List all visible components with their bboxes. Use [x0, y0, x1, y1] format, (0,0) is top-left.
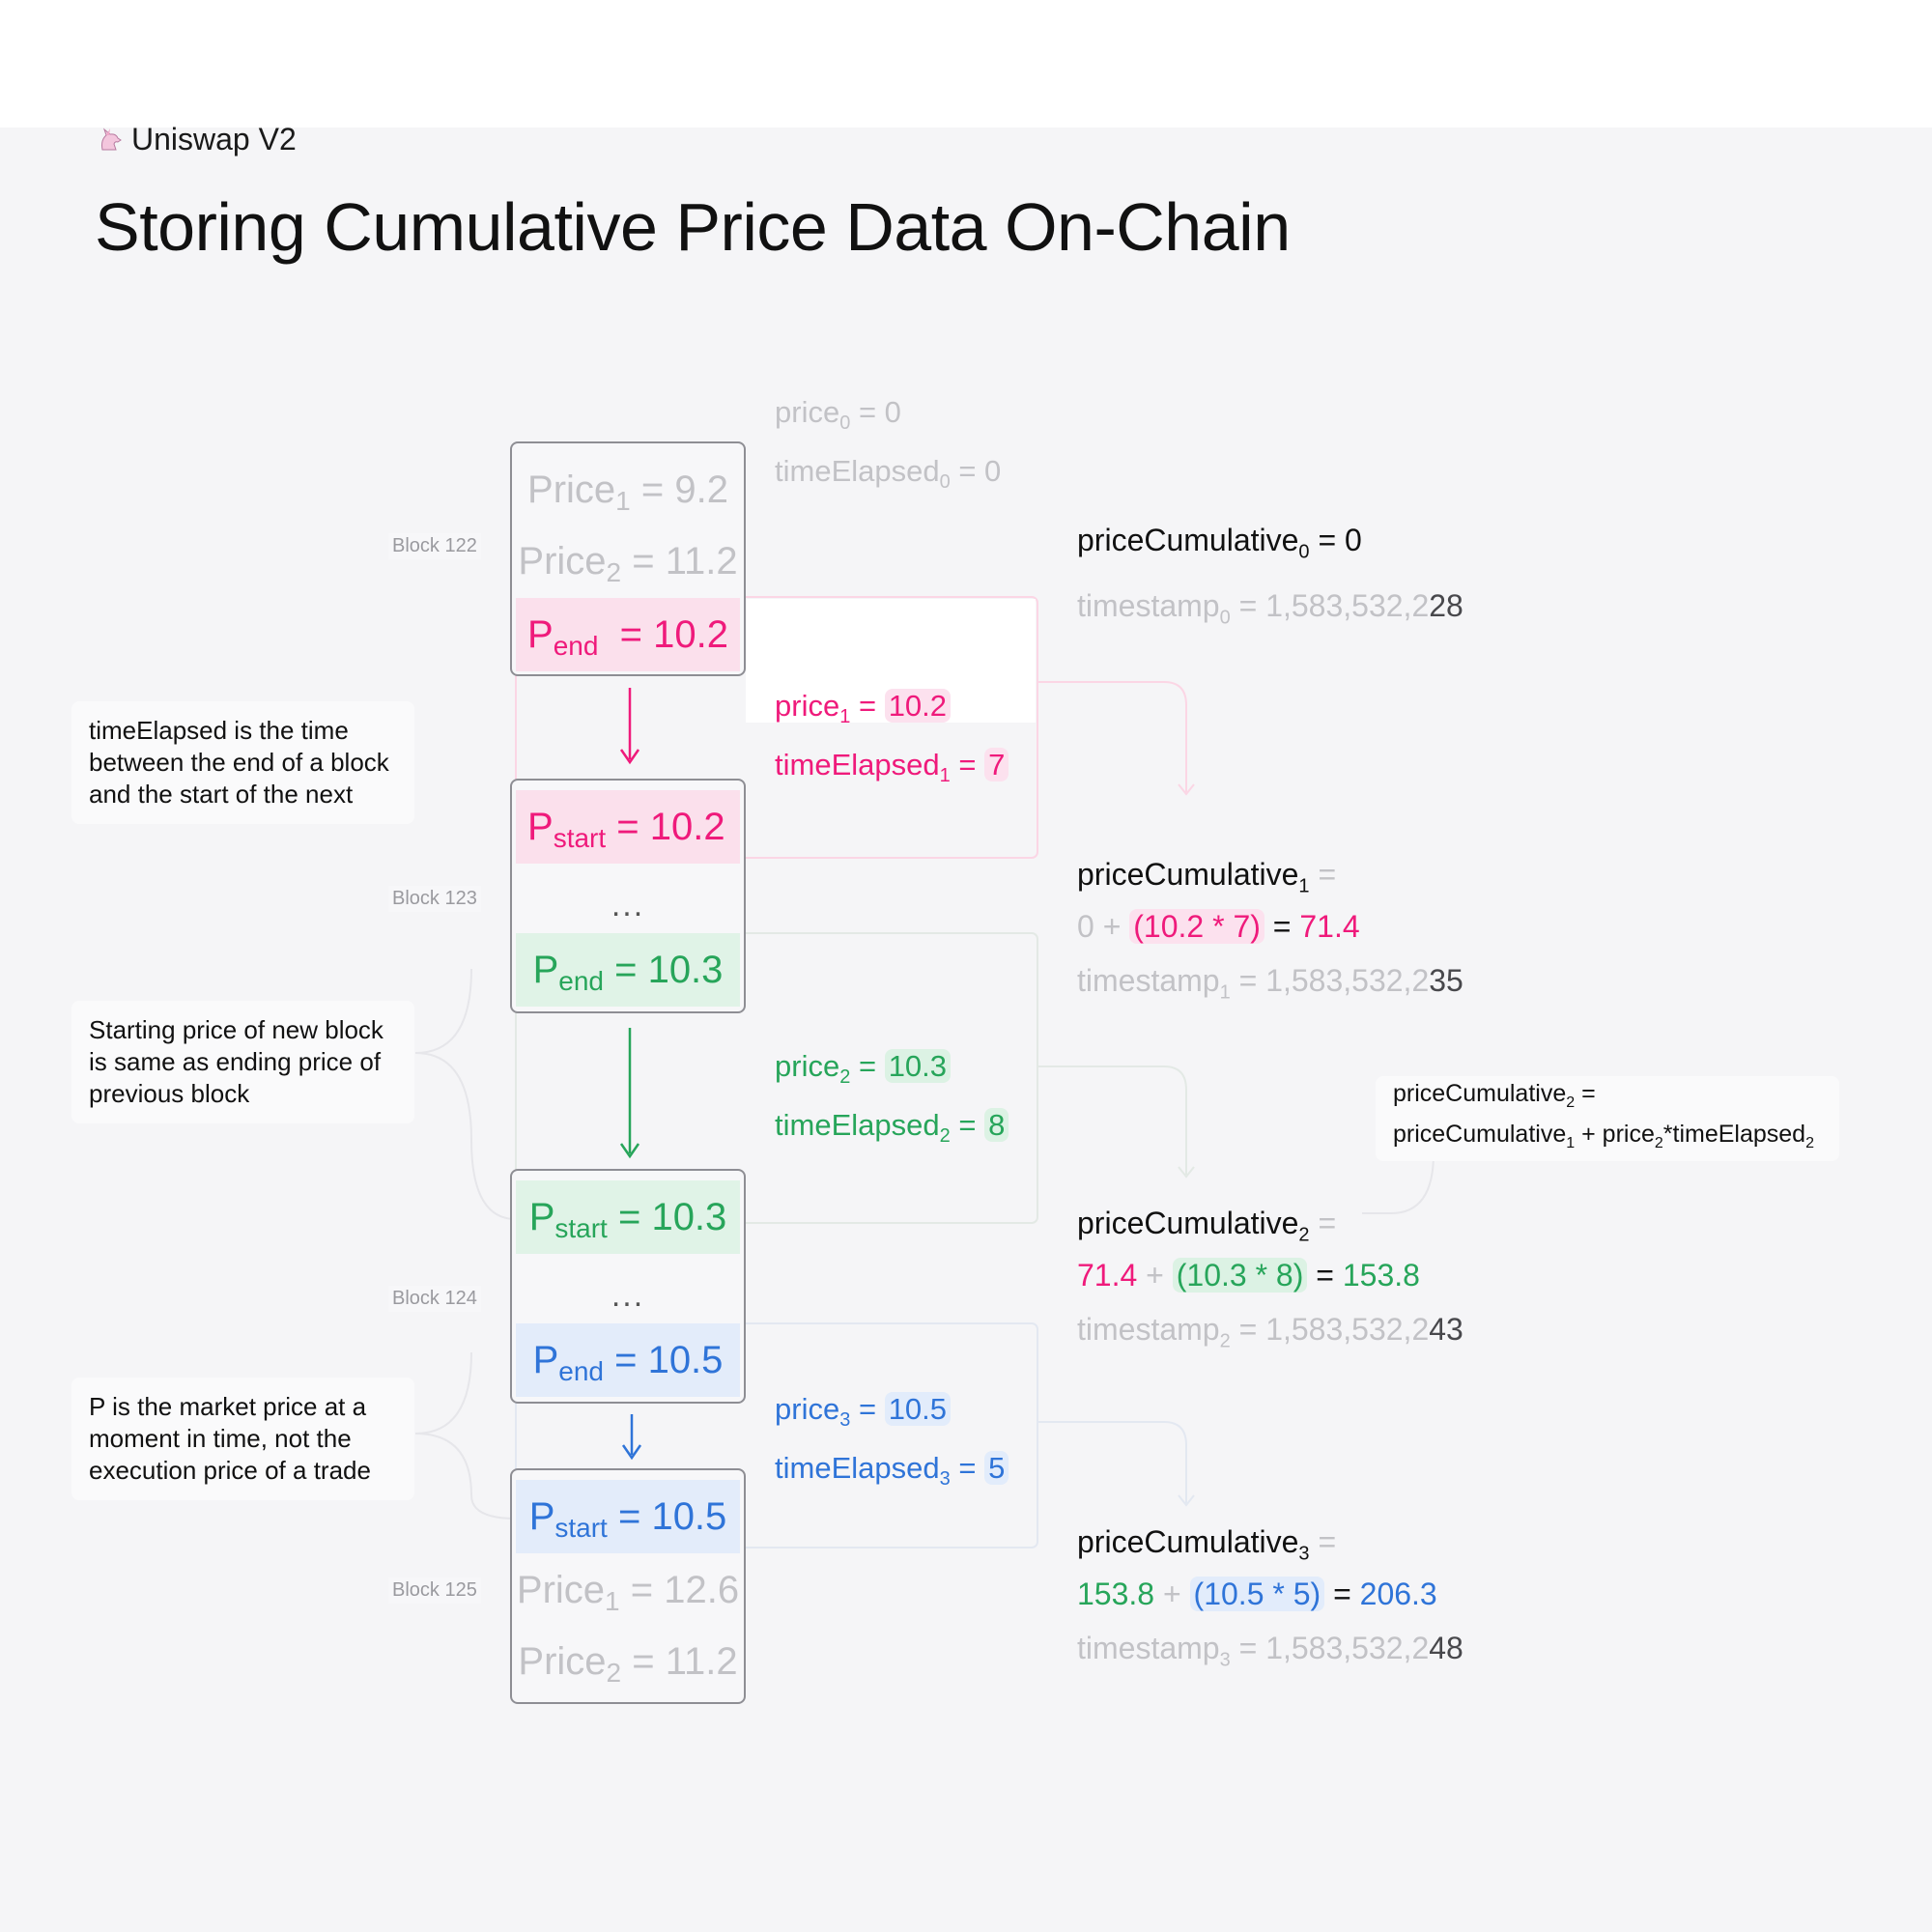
note-time-elapsed: timeElapsed is the time between the end … [71, 701, 414, 824]
block-124-label: Block 124 [388, 1286, 481, 1312]
mid-time-elapsed-1: timeElapsed1 = 7 [775, 741, 1009, 800]
timestamp-3: timestamp3 = 1,583,532,248 [1077, 1631, 1463, 1671]
block-122-price2: Price2 = 11.2 [518, 540, 738, 587]
block-124-pend: Pend = 10.5 [516, 1323, 740, 1397]
green-connector [1037, 1065, 1187, 1175]
cumulative-0-value: priceCumulative0 = 0 [1077, 523, 1362, 563]
note-bracket-3 [414, 1351, 517, 1520]
initial-price: price0 = 0 [775, 395, 901, 435]
cumulative-1-label: priceCumulative1 = [1077, 857, 1337, 897]
formula-note-line1: priceCumulative2 = [1393, 1080, 1596, 1111]
arrow-green-head [619, 1143, 640, 1159]
brand: Uniswap V2 [97, 122, 297, 157]
formula-note-connector [1362, 1152, 1435, 1214]
mid-price-3: price3 = 10.5 [775, 1385, 1009, 1444]
block-123-dots: ... [611, 887, 645, 923]
blue-region-outline [515, 1322, 1038, 1548]
page-title: Storing Cumulative Price Data On-Chain [95, 189, 1291, 265]
block-124-pstart: Pstart = 10.3 [516, 1180, 740, 1254]
formula-note-line2: priceCumulative1 + price2*timeElapsed2 [1393, 1121, 1814, 1151]
mid-price-1: price1 = 10.2 [775, 682, 1009, 741]
timestamp-0: timestamp0 = 1,583,532,228 [1077, 588, 1463, 629]
block-125: Pstart = 10.5 Price1 = 12.6 Price2 = 11.… [510, 1468, 746, 1704]
mid-annotation-3: price3 = 10.5 timeElapsed3 = 5 [775, 1385, 1009, 1503]
cumulative-3-label: priceCumulative3 = [1077, 1524, 1337, 1565]
cumulative-1: priceCumulative1 = 0 + (10.2 * 7) = 71.4… [1077, 854, 1463, 1013]
block-122: Price1 = 9.2 Price2 = 11.2 Pend = 10.2 [510, 441, 746, 676]
cumulative-2-label: priceCumulative2 = [1077, 1206, 1337, 1246]
initial-state: price0 = 0 timeElapsed0 = 0 [775, 388, 1001, 506]
cumulative-3: priceCumulative3 = 153.8 + (10.5 * 5) = … [1077, 1521, 1463, 1681]
timestamp-1: timestamp1 = 1,583,532,235 [1077, 963, 1463, 1004]
block-124: Pstart = 10.3 ... Pend = 10.5 [510, 1169, 746, 1404]
brand-name: Uniswap V2 [131, 122, 297, 156]
block-122-pend: Pend = 10.2 [516, 598, 740, 671]
blue-connector [1037, 1421, 1187, 1503]
note-bracket-2 [414, 968, 517, 1220]
block-125-price2: Price2 = 11.2 [518, 1640, 738, 1688]
block-123-label: Block 123 [388, 886, 481, 912]
mid-annotation-1: price1 = 10.2 timeElapsed1 = 7 [775, 682, 1009, 800]
block-123-pend: Pend = 10.3 [516, 933, 740, 1007]
note-starting-price: Starting price of new block is same as e… [71, 1001, 414, 1123]
block-122-label: Block 122 [388, 533, 481, 559]
note-market-price: P is the market price at a moment in tim… [71, 1378, 414, 1500]
block-124-dots: ... [611, 1277, 645, 1314]
cumulative-3-formula: 153.8 + (10.5 * 5) = 206.3 [1077, 1577, 1437, 1612]
cumulative-0: priceCumulative0 = 0 timestamp0 = 1,583,… [1077, 520, 1463, 639]
block-125-label: Block 125 [388, 1577, 481, 1604]
timestamp-2: timestamp2 = 1,583,532,243 [1077, 1312, 1463, 1352]
green-region-outline [515, 932, 1038, 1224]
block-123: Pstart = 10.2 ... Pend = 10.3 [510, 779, 746, 1013]
unicorn-icon [101, 127, 122, 150]
block-123-pstart: Pstart = 10.2 [516, 790, 740, 864]
cumulative-2: priceCumulative2 = 71.4 + (10.3 * 8) = 1… [1077, 1203, 1463, 1362]
blue-connector-arrowhead [1178, 1494, 1195, 1507]
arrow-blue-head [621, 1444, 642, 1461]
mid-price-2: price2 = 10.3 [775, 1042, 1009, 1101]
mid-time-elapsed-3: timeElapsed3 = 5 [775, 1444, 1009, 1503]
block-125-price1: Price1 = 12.6 [516, 1569, 740, 1616]
mid-annotation-2: price2 = 10.3 timeElapsed2 = 8 [775, 1042, 1009, 1160]
pink-connector [1037, 681, 1187, 792]
block-125-pstart: Pstart = 10.5 [516, 1480, 740, 1553]
cumulative-2-formula: 71.4 + (10.3 * 8) = 153.8 [1077, 1258, 1420, 1293]
initial-time-elapsed: timeElapsed0 = 0 [775, 454, 1002, 494]
formula-note: priceCumulative2 = priceCumulative1 + pr… [1376, 1076, 1839, 1161]
pink-connector-arrowhead [1178, 783, 1195, 796]
arrow-pink-head [619, 749, 640, 765]
cumulative-1-formula: 0 + (10.2 * 7) = 71.4 [1077, 909, 1360, 945]
pink-region-outline [515, 596, 1038, 859]
mid-time-elapsed-2: timeElapsed2 = 8 [775, 1101, 1009, 1160]
block-122-price1: Price1 = 9.2 [527, 469, 728, 516]
green-connector-arrowhead [1178, 1166, 1195, 1179]
